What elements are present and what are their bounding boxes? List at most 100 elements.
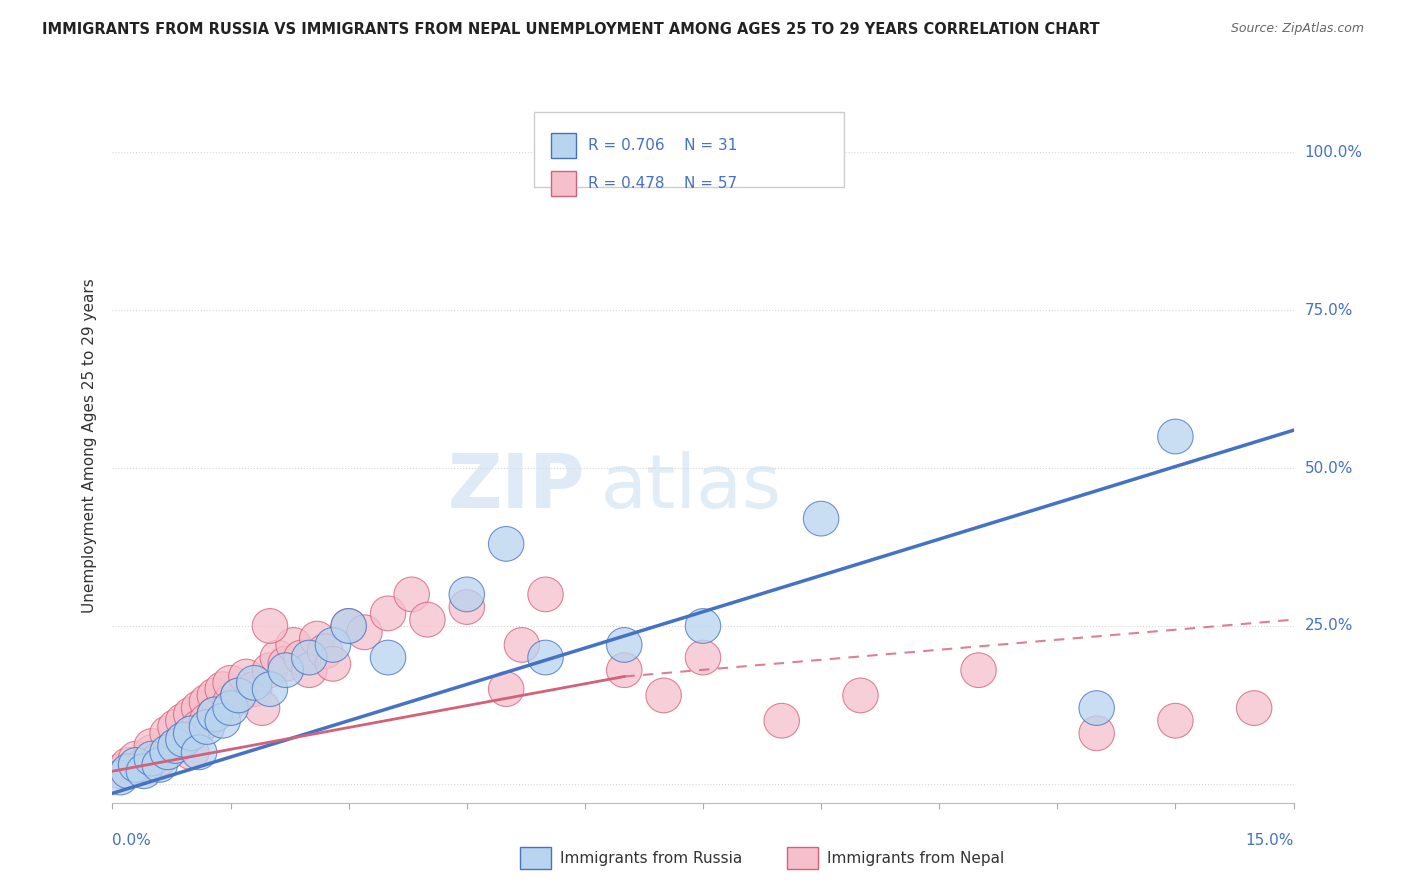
Ellipse shape bbox=[252, 653, 288, 688]
Text: R = 0.706    N = 31: R = 0.706 N = 31 bbox=[588, 138, 737, 153]
Ellipse shape bbox=[190, 703, 225, 738]
Ellipse shape bbox=[276, 628, 311, 662]
Ellipse shape bbox=[488, 672, 524, 706]
Ellipse shape bbox=[252, 608, 288, 643]
Ellipse shape bbox=[370, 640, 406, 675]
Ellipse shape bbox=[291, 653, 328, 688]
Text: Immigrants from Nepal: Immigrants from Nepal bbox=[827, 851, 1004, 865]
Ellipse shape bbox=[330, 608, 367, 643]
Ellipse shape bbox=[527, 577, 564, 612]
Ellipse shape bbox=[111, 747, 146, 782]
Ellipse shape bbox=[394, 577, 429, 612]
Ellipse shape bbox=[173, 716, 209, 751]
Text: ZIP: ZIP bbox=[447, 450, 585, 524]
Ellipse shape bbox=[449, 577, 485, 612]
Text: 15.0%: 15.0% bbox=[1246, 833, 1294, 848]
Ellipse shape bbox=[685, 640, 721, 675]
Ellipse shape bbox=[212, 684, 249, 719]
Ellipse shape bbox=[173, 716, 209, 751]
Text: 0.0%: 0.0% bbox=[112, 833, 152, 848]
Ellipse shape bbox=[181, 690, 217, 725]
Ellipse shape bbox=[299, 621, 335, 656]
Ellipse shape bbox=[173, 735, 209, 770]
Ellipse shape bbox=[157, 710, 193, 745]
Text: IMMIGRANTS FROM RUSSIA VS IMMIGRANTS FROM NEPAL UNEMPLOYMENT AMONG AGES 25 TO 29: IMMIGRANTS FROM RUSSIA VS IMMIGRANTS FRO… bbox=[42, 22, 1099, 37]
Ellipse shape bbox=[1078, 716, 1115, 751]
Ellipse shape bbox=[236, 665, 271, 700]
Ellipse shape bbox=[127, 754, 162, 789]
Ellipse shape bbox=[370, 596, 406, 631]
Ellipse shape bbox=[118, 741, 153, 776]
Ellipse shape bbox=[488, 526, 524, 561]
Ellipse shape bbox=[505, 628, 540, 662]
Text: 25.0%: 25.0% bbox=[1305, 618, 1353, 633]
Ellipse shape bbox=[960, 653, 997, 688]
Ellipse shape bbox=[197, 697, 232, 731]
Text: atlas: atlas bbox=[600, 450, 782, 524]
Text: Source: ZipAtlas.com: Source: ZipAtlas.com bbox=[1230, 22, 1364, 36]
Y-axis label: Unemployment Among Ages 25 to 29 years: Unemployment Among Ages 25 to 29 years bbox=[82, 278, 97, 614]
Ellipse shape bbox=[252, 672, 288, 706]
Ellipse shape bbox=[449, 590, 485, 624]
Ellipse shape bbox=[142, 747, 177, 782]
Ellipse shape bbox=[229, 659, 264, 694]
Ellipse shape bbox=[181, 735, 217, 770]
Ellipse shape bbox=[142, 741, 177, 776]
Ellipse shape bbox=[763, 703, 800, 738]
Ellipse shape bbox=[308, 634, 343, 669]
Ellipse shape bbox=[181, 710, 217, 745]
Ellipse shape bbox=[409, 602, 446, 637]
Ellipse shape bbox=[284, 640, 319, 675]
Text: 75.0%: 75.0% bbox=[1305, 302, 1353, 318]
Ellipse shape bbox=[190, 684, 225, 719]
Ellipse shape bbox=[221, 678, 256, 713]
Ellipse shape bbox=[606, 628, 643, 662]
Ellipse shape bbox=[221, 678, 256, 713]
Ellipse shape bbox=[166, 703, 201, 738]
Ellipse shape bbox=[173, 697, 209, 731]
Ellipse shape bbox=[291, 640, 328, 675]
Ellipse shape bbox=[134, 729, 170, 764]
Ellipse shape bbox=[645, 678, 682, 713]
Ellipse shape bbox=[103, 754, 138, 789]
Ellipse shape bbox=[527, 640, 564, 675]
Ellipse shape bbox=[166, 723, 201, 757]
Ellipse shape bbox=[134, 735, 170, 770]
Ellipse shape bbox=[315, 647, 350, 681]
Ellipse shape bbox=[205, 672, 240, 706]
Ellipse shape bbox=[150, 716, 186, 751]
Ellipse shape bbox=[842, 678, 879, 713]
Ellipse shape bbox=[245, 690, 280, 725]
Ellipse shape bbox=[330, 608, 367, 643]
Ellipse shape bbox=[269, 647, 304, 681]
Ellipse shape bbox=[150, 735, 186, 770]
Ellipse shape bbox=[197, 678, 232, 713]
Text: 50.0%: 50.0% bbox=[1305, 460, 1353, 475]
Ellipse shape bbox=[205, 703, 240, 738]
Text: Immigrants from Russia: Immigrants from Russia bbox=[560, 851, 742, 865]
Ellipse shape bbox=[166, 723, 201, 757]
Ellipse shape bbox=[212, 665, 249, 700]
Ellipse shape bbox=[150, 735, 186, 770]
Ellipse shape bbox=[260, 640, 295, 675]
Ellipse shape bbox=[111, 754, 146, 789]
Ellipse shape bbox=[1157, 419, 1194, 454]
Ellipse shape bbox=[197, 697, 232, 731]
Ellipse shape bbox=[606, 653, 643, 688]
Text: 100.0%: 100.0% bbox=[1305, 145, 1362, 160]
Ellipse shape bbox=[134, 741, 170, 776]
Ellipse shape bbox=[236, 672, 271, 706]
Ellipse shape bbox=[118, 747, 153, 782]
Text: R = 0.478    N = 57: R = 0.478 N = 57 bbox=[588, 176, 737, 191]
Ellipse shape bbox=[685, 608, 721, 643]
Ellipse shape bbox=[347, 615, 382, 649]
Ellipse shape bbox=[103, 760, 138, 795]
Ellipse shape bbox=[1236, 690, 1272, 725]
Ellipse shape bbox=[269, 653, 304, 688]
Ellipse shape bbox=[212, 690, 249, 725]
Ellipse shape bbox=[157, 729, 193, 764]
Ellipse shape bbox=[157, 729, 193, 764]
Ellipse shape bbox=[1157, 703, 1194, 738]
Ellipse shape bbox=[803, 501, 839, 536]
Ellipse shape bbox=[315, 628, 350, 662]
